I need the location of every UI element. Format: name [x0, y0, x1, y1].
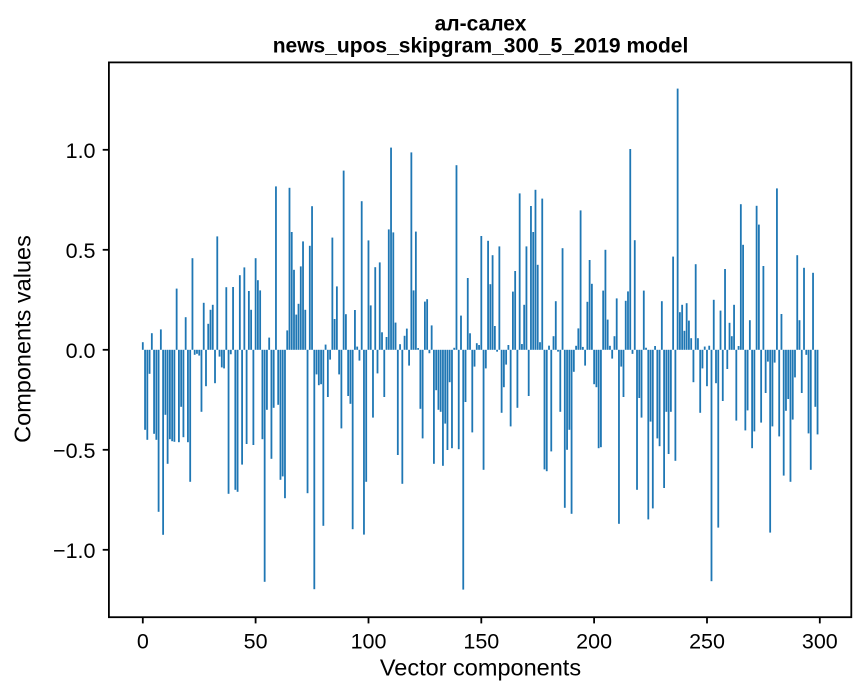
svg-text:50: 50 — [244, 630, 268, 654]
svg-text:1.0: 1.0 — [66, 139, 96, 163]
svg-text:0: 0 — [137, 630, 149, 654]
svg-text:news_upos_skipgram_300_5_2019: news_upos_skipgram_300_5_2019 model — [273, 35, 689, 58]
svg-text:200: 200 — [576, 630, 612, 654]
svg-text:300: 300 — [802, 630, 838, 654]
svg-text:Components values: Components values — [10, 235, 36, 443]
svg-text:0.5: 0.5 — [66, 239, 96, 263]
svg-text:250: 250 — [689, 630, 725, 654]
svg-text:Vector components: Vector components — [380, 655, 581, 681]
svg-text:ал-салех: ал-салех — [435, 13, 527, 36]
svg-text:0.0: 0.0 — [66, 339, 96, 363]
svg-text:150: 150 — [463, 630, 499, 654]
svg-text:−1.0: −1.0 — [53, 539, 95, 563]
svg-text:−0.5: −0.5 — [53, 439, 95, 463]
svg-text:100: 100 — [351, 630, 387, 654]
